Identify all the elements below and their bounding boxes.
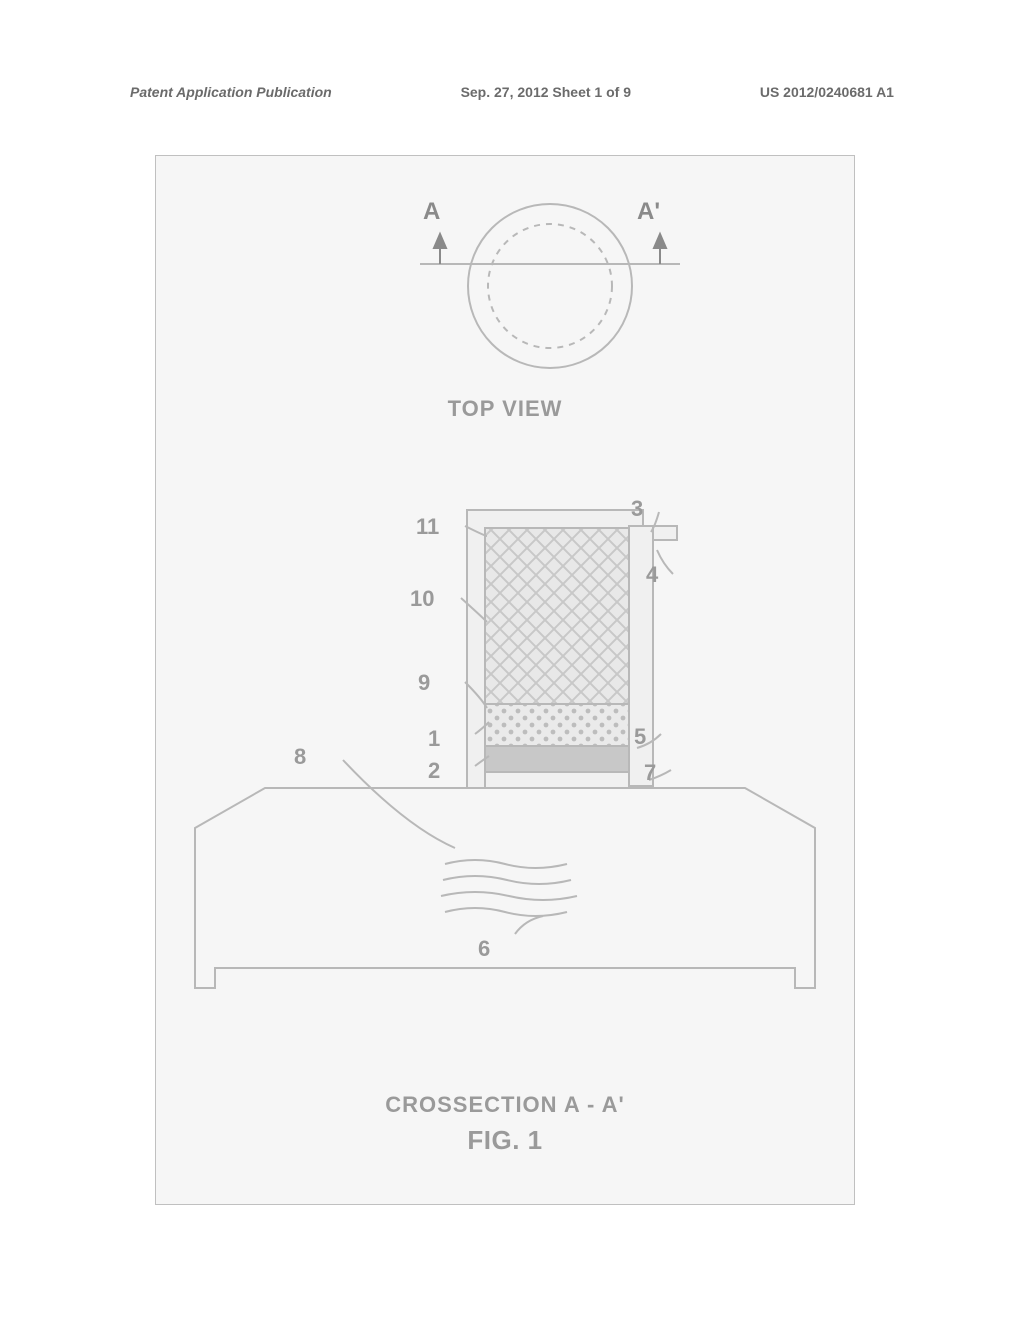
ref-4: 4 [646,562,658,588]
top-view-region: A A' TOP VIEW [156,186,854,446]
ref-8: 8 [294,744,306,770]
ref-6: 6 [478,936,490,962]
ref-7: 7 [644,760,656,786]
section-marker-a: A [423,198,440,226]
ref-10: 10 [410,586,434,612]
section-marker-a-prime: A' [637,198,660,226]
figure-label: FIG. 1 [156,1125,854,1156]
page-header: Patent Application Publication Sep. 27, … [130,84,894,100]
cross-section-diagram [185,476,825,996]
sheet-label: Sep. 27, 2012 Sheet 1 of 9 [461,84,631,100]
cross-section-label: CROSSECTION A - A' [156,1092,854,1118]
ref-3: 3 [631,496,643,522]
figure-frame: A A' TOP VIEW [155,155,855,1205]
publication-label: Patent Application Publication [130,84,332,100]
ref-2: 2 [428,758,440,784]
cross-section-region: 11 10 9 1 2 8 3 4 5 7 6 [156,476,854,1176]
ref-11: 11 [416,514,439,540]
top-view-label: TOP VIEW [156,396,854,422]
ref-5: 5 [634,724,646,750]
ref-1: 1 [428,726,440,752]
patent-number: US 2012/0240681 A1 [760,84,894,100]
ref-9: 9 [418,670,430,696]
